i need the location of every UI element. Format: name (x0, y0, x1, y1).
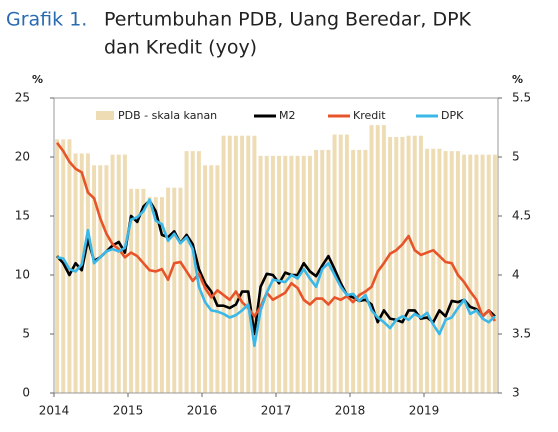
bar (381, 125, 386, 393)
bar (455, 151, 460, 393)
bar (369, 125, 374, 393)
bar (153, 197, 158, 393)
bar (135, 188, 140, 393)
legend-label: M2 (279, 109, 296, 122)
bar (462, 154, 467, 393)
bar (215, 165, 220, 393)
bar (412, 135, 417, 393)
bar (425, 148, 430, 393)
bar (166, 187, 171, 393)
bar (122, 154, 127, 393)
bar (240, 135, 245, 393)
x-tick-label: 2019 (409, 404, 440, 418)
legend-label: PDB - skala kanan (118, 109, 217, 122)
chart-title: Pertumbuhan PDB, Uang Beredar, DPK (104, 9, 472, 31)
bar (326, 149, 331, 393)
bar (98, 165, 103, 393)
bar (209, 165, 214, 393)
bar (178, 187, 183, 393)
bar (129, 188, 134, 393)
bar (246, 135, 251, 393)
bar (431, 148, 436, 393)
x-tick-label: 2018 (335, 404, 366, 418)
bar (486, 154, 491, 393)
bar (437, 148, 442, 393)
line-series (56, 199, 496, 336)
bar (92, 165, 97, 393)
y-tick-label: 15 (15, 209, 30, 223)
bar (474, 154, 479, 393)
bar (61, 139, 66, 393)
legend-label: DPK (441, 109, 464, 122)
bar (400, 136, 405, 393)
bar (55, 139, 60, 393)
bar (492, 154, 497, 393)
y-tick-label: 0 (22, 386, 30, 400)
x-tick-label: 2015 (113, 404, 144, 418)
title-number: Grafik 1. (6, 9, 87, 31)
bar (221, 135, 226, 393)
bar (388, 136, 393, 393)
bar (363, 149, 368, 393)
bar (351, 149, 356, 393)
bar (344, 134, 349, 393)
bar (449, 151, 454, 393)
bar (314, 149, 319, 393)
bar (233, 135, 238, 393)
bar (172, 187, 177, 393)
bar (159, 197, 164, 393)
x-tick-label: 2016 (187, 404, 218, 418)
bar (394, 136, 399, 393)
bar (301, 155, 306, 393)
chart-title-line2: dan Kredit (yoy) (104, 37, 257, 59)
bar (443, 151, 448, 393)
bar (203, 165, 208, 393)
y-axis-label: % (32, 73, 43, 86)
bar (307, 155, 312, 393)
bar (85, 153, 90, 393)
bar (480, 154, 485, 393)
bar (277, 155, 282, 393)
bar (332, 134, 337, 393)
bar (338, 134, 343, 393)
bar (468, 154, 473, 393)
bar (73, 153, 78, 393)
bar (116, 154, 121, 393)
x-tick-label: 2014 (39, 404, 70, 418)
bar (141, 188, 146, 393)
bar (375, 125, 380, 393)
bar (258, 155, 263, 393)
y2-axis-label: % (512, 73, 523, 86)
y2-tick-label: 3.5 (512, 327, 531, 341)
bar (357, 149, 362, 393)
y-tick-label: 5 (22, 327, 30, 341)
x-tick-label: 2017 (261, 404, 292, 418)
bar (418, 135, 423, 393)
bar (110, 154, 115, 393)
bar (104, 165, 109, 393)
legend-swatch (96, 111, 114, 120)
y2-tick-label: 4 (512, 268, 520, 282)
y-tick-label: 25 (15, 91, 30, 105)
bar (67, 139, 72, 393)
bar (252, 135, 257, 393)
y2-tick-label: 4.5 (512, 209, 531, 223)
bar (79, 153, 84, 393)
line-series (56, 142, 497, 322)
y2-tick-label: 5.5 (512, 91, 531, 105)
y-tick-label: 20 (15, 150, 30, 164)
legend-label: Kredit (353, 109, 386, 122)
y2-tick-label: 5 (512, 150, 520, 164)
bar (147, 197, 152, 393)
bar (190, 151, 195, 393)
bar (227, 135, 232, 393)
line-series (56, 198, 496, 348)
y2-tick-label: 3 (512, 386, 520, 400)
bar (406, 135, 411, 393)
y-tick-label: 10 (15, 268, 30, 282)
